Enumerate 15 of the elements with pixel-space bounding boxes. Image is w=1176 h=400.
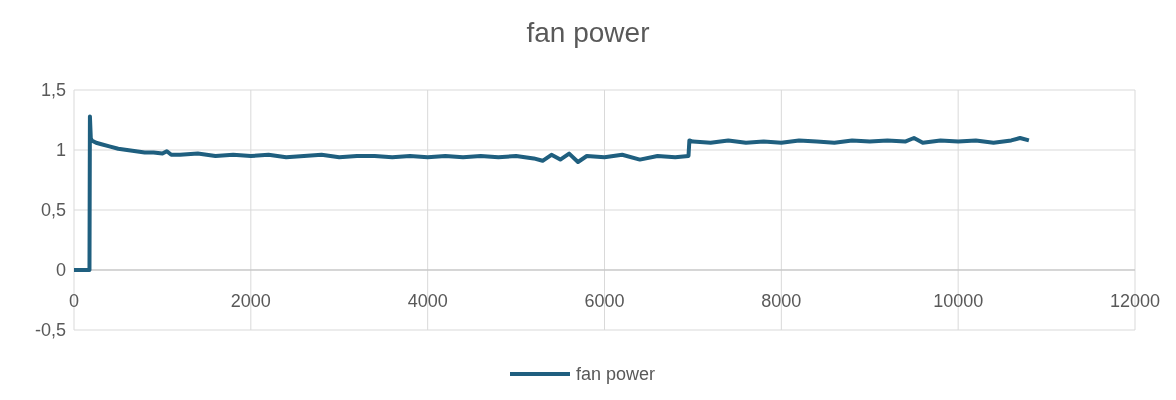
y-tick-label: -0,5 — [34, 320, 66, 340]
chart-title: fan power — [526, 17, 650, 48]
x-tick-label: 12000 — [1109, 291, 1161, 311]
x-tick-label: 0 — [68, 291, 80, 311]
x-tick-label: 6000 — [584, 291, 625, 311]
line-series — [72, 114, 1031, 272]
y-tick-label: 0,5 — [40, 200, 66, 220]
x-tick-label: 10000 — [933, 291, 984, 311]
y-tick-label: 1,5 — [40, 80, 66, 100]
x-tick-label: 8000 — [761, 291, 802, 311]
y-tick-label: 1 — [55, 140, 66, 160]
x-tick-label: 4000 — [407, 291, 448, 311]
x-tick-label: 2000 — [230, 291, 271, 311]
legend-label: fan power — [576, 364, 656, 384]
y-tick-label: 0 — [55, 260, 66, 280]
